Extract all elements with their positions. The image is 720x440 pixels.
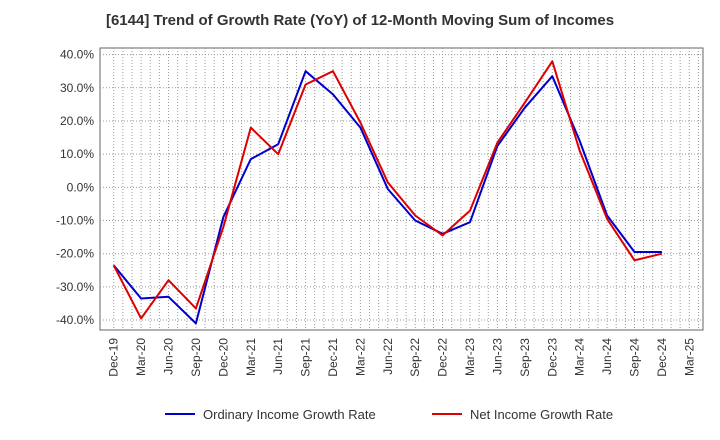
x-tick-label: Jun-23 — [490, 338, 504, 375]
x-tick-label: Dec-19 — [107, 338, 121, 377]
y-tick-label: 0.0% — [67, 180, 95, 194]
chart-title: [6144] Trend of Growth Rate (YoY) of 12-… — [105, 12, 615, 29]
series-lines — [112, 60, 663, 325]
x-tick-label: Sep-21 — [299, 338, 313, 377]
x-tick-label: Mar-23 — [463, 338, 477, 376]
x-tick-label: Sep-22 — [408, 338, 422, 377]
x-axis-ticks: Dec-19 Mar-20 Jun-20 Sep-20 Dec-20 Mar-21 Jun-… — [107, 338, 697, 377]
y-tick-label: 20.0% — [60, 114, 94, 128]
x-tick-label: Jun-20 — [162, 338, 176, 375]
x-tick-label: Dec-22 — [436, 338, 450, 377]
x-tick-label: Dec-21 — [326, 338, 340, 377]
series-line-net-income — [112, 60, 663, 320]
y-tick-label: -40.0% — [56, 313, 94, 327]
y-tick-label: 40.0% — [60, 48, 94, 62]
x-tick-label: Mar-24 — [573, 338, 587, 376]
legend-label-ordinary-income: Ordinary Income Growth Rate — [203, 407, 376, 422]
legend-label-net-income: Net Income Growth Rate — [470, 407, 613, 422]
x-tick-label: Jun-21 — [271, 338, 285, 375]
y-tick-label: -30.0% — [56, 280, 94, 294]
legend: Ordinary Income Growth Rate Net Income G… — [165, 407, 613, 422]
y-tick-label: 10.0% — [60, 147, 94, 161]
grid-lines — [100, 48, 703, 330]
x-tick-label: Sep-24 — [627, 338, 641, 377]
x-tick-label: Dec-24 — [655, 338, 669, 377]
x-tick-label: Dec-23 — [545, 338, 559, 377]
x-tick-label: Mar-25 — [682, 338, 696, 376]
x-tick-label: Mar-21 — [244, 338, 258, 376]
x-tick-label: Mar-22 — [353, 338, 367, 376]
x-tick-label: Sep-20 — [189, 338, 203, 377]
y-tick-label: 30.0% — [60, 81, 94, 95]
x-tick-label: Sep-23 — [518, 338, 532, 377]
y-tick-label: -20.0% — [56, 247, 94, 261]
plot-area-frame — [99, 47, 704, 331]
x-tick-label: Jun-22 — [381, 338, 395, 375]
y-axis-ticks: 40.0% 30.0% 20.0% 10.0% 0.0% -10.0% -20.0% -30.… — [56, 48, 94, 327]
x-tick-label: Dec-20 — [216, 338, 230, 377]
y-tick-label: -10.0% — [56, 214, 94, 228]
x-tick-label: Jun-24 — [600, 338, 614, 375]
x-tick-label: Mar-20 — [134, 338, 148, 376]
